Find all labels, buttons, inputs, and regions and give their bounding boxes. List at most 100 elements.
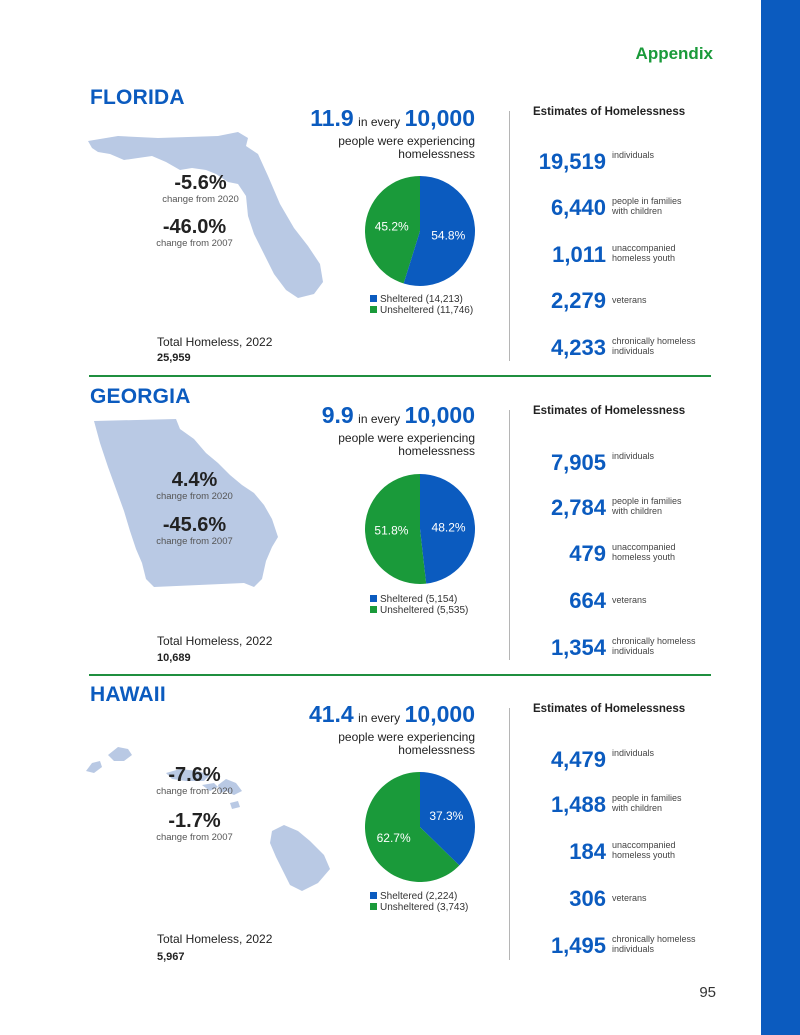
change-2020-label: change from 2020 xyxy=(156,786,233,797)
state-title: HAWAII xyxy=(90,683,166,706)
change-2020-value: -5.6% xyxy=(174,172,227,194)
hawaii-map xyxy=(86,747,330,891)
pie-legend: Sheltered (2,224) Unsheltered (3,743) xyxy=(370,891,468,913)
estimate-value: 1,488 xyxy=(550,792,606,817)
state-title: GEORGIA xyxy=(90,385,191,408)
estimate-row-families: 6,440 people in families with children xyxy=(510,194,730,224)
rate-denominator: 10,000 xyxy=(404,105,475,131)
rate-in-every: in every xyxy=(358,115,401,129)
estimate-value: 7,905 xyxy=(550,450,606,475)
change-2020-label: change from 2020 xyxy=(162,194,239,205)
total-value: 10,689 xyxy=(157,652,191,664)
page-number: 95 xyxy=(699,984,716,1001)
appendix-heading: Appendix xyxy=(635,44,713,63)
legend-item-sheltered: Sheltered (5,154) xyxy=(370,594,468,605)
estimate-row-youth: 1,011 unaccompanied homeless youth xyxy=(510,241,730,271)
estimate-value: 1,495 xyxy=(550,933,606,958)
rate-in-every: in every xyxy=(358,412,401,426)
change-2007-value: -1.7% xyxy=(168,810,221,832)
estimate-value: 19,519 xyxy=(538,149,606,174)
pie-label-unsheltered: 62.7% xyxy=(377,831,411,845)
pie-slice-sheltered xyxy=(403,176,475,286)
rate-block: 11.9 in every 10,000 people were experie… xyxy=(280,105,475,161)
change-2007-value: -45.6% xyxy=(162,514,227,536)
total-value: 5,967 xyxy=(157,951,185,963)
vertical-divider xyxy=(509,410,510,660)
legend-item-unsheltered: Unsheltered (5,535) xyxy=(370,605,468,616)
rate-desc-2: homelessness xyxy=(398,147,475,161)
estimates-title: Estimates of Homelessness xyxy=(533,405,686,417)
estimate-label: people in families with children xyxy=(612,496,682,516)
estimate-row-chronic: 4,233 chronically homeless individuals xyxy=(510,334,730,364)
rate-desc-2: homelessness xyxy=(398,444,475,458)
estimate-value: 4,233 xyxy=(550,335,606,360)
estimate-value: 6,440 xyxy=(550,195,606,220)
estimate-row-individuals: 4,479 individuals xyxy=(510,746,730,776)
pie-legend: Sheltered (14,213) Unsheltered (11,746) xyxy=(370,294,473,316)
estimates-title: Estimates of Homelessness xyxy=(533,703,686,715)
vertical-divider xyxy=(509,111,510,361)
estimate-value: 184 xyxy=(569,839,606,864)
estimate-row-chronic: 1,495 chronically homeless individuals xyxy=(510,932,730,962)
change-block: -7.6% change from 2020 xyxy=(127,764,262,797)
rate-desc-2: homelessness xyxy=(398,743,475,757)
pie-chart: 45.2% 54.8% xyxy=(365,176,475,286)
estimate-value: 2,784 xyxy=(550,495,606,520)
estimate-row-individuals: 7,905 individuals xyxy=(510,449,730,479)
total-label: Total Homeless, 2022 xyxy=(157,932,273,946)
estimate-row-families: 1,488 people in families with children xyxy=(510,791,730,821)
total-label: Total Homeless, 2022 xyxy=(157,335,273,349)
vertical-divider xyxy=(509,708,510,960)
georgia-section: GEORGIA 4.4% change from 2020 -45.6% cha… xyxy=(0,385,761,683)
estimate-label: chronically homeless individuals xyxy=(612,636,696,656)
pie-label-unsheltered: 45.2% xyxy=(375,220,409,234)
rate-value: 41.4 xyxy=(308,701,354,727)
estimate-value: 1,354 xyxy=(550,635,606,660)
estimate-row-veterans: 306 veterans xyxy=(510,885,730,915)
legend-swatch-sheltered xyxy=(370,595,377,602)
legend-item-unsheltered: Unsheltered (11,746) xyxy=(370,305,473,316)
estimates-title: Estimates of Homelessness xyxy=(533,106,686,118)
total-label: Total Homeless, 2022 xyxy=(157,634,273,648)
section-divider xyxy=(89,375,711,377)
estimate-label: individuals xyxy=(612,748,655,758)
florida-map xyxy=(88,132,323,298)
estimate-row-families: 2,784 people in families with children xyxy=(510,494,730,524)
estimate-label: people in families with children xyxy=(612,793,682,813)
rate-block: 41.4 in every 10,000 people were experie… xyxy=(280,701,475,757)
estimate-label: chronically homeless individuals xyxy=(612,336,696,356)
georgia-map xyxy=(94,419,278,587)
change-2007-label: change from 2007 xyxy=(156,238,233,249)
change-block: -45.6% change from 2007 xyxy=(127,514,262,547)
rate-value: 9.9 xyxy=(321,402,354,428)
change-2007-label: change from 2007 xyxy=(156,536,233,547)
legend-swatch-sheltered xyxy=(370,295,377,302)
pie-chart: 51.8% 48.2% xyxy=(365,474,475,584)
change-2020-label: change from 2020 xyxy=(156,491,233,502)
pie-slice-sheltered xyxy=(420,474,475,584)
florida-section: FLORIDA -5.6% change from 2020 -46.0% ch… xyxy=(0,86,761,384)
legend-item-sheltered: Sheltered (14,213) xyxy=(370,294,473,305)
rate-block: 9.9 in every 10,000 people were experien… xyxy=(280,402,475,458)
section-divider xyxy=(89,674,711,676)
rate-in-every: in every xyxy=(358,711,401,725)
estimate-label: unaccompanied homeless youth xyxy=(612,840,676,860)
change-2020-value: -7.6% xyxy=(168,764,221,786)
rate-denominator: 10,000 xyxy=(404,402,475,428)
change-block: -1.7% change from 2007 xyxy=(127,810,262,843)
rate-desc-1: people were experiencing xyxy=(338,730,475,744)
estimate-row-chronic: 1,354 chronically homeless individuals xyxy=(510,634,730,664)
pie-label-sheltered: 37.3% xyxy=(429,809,463,823)
estimate-label: unaccompanied homeless youth xyxy=(612,542,676,562)
total-value: 25,959 xyxy=(157,352,191,364)
pie-slice-unsheltered xyxy=(365,772,460,882)
change-block: -46.0% change from 2007 xyxy=(127,216,262,249)
rate-desc-1: people were experiencing xyxy=(338,431,475,445)
rate-value: 11.9 xyxy=(310,105,354,131)
estimate-value: 664 xyxy=(569,588,606,613)
change-2007-value: -46.0% xyxy=(162,216,227,238)
pie-label-sheltered: 48.2% xyxy=(432,520,466,534)
change-2020-value: 4.4% xyxy=(171,469,218,491)
pie-slice-unsheltered xyxy=(365,474,427,584)
estimate-label: veterans xyxy=(612,295,647,305)
